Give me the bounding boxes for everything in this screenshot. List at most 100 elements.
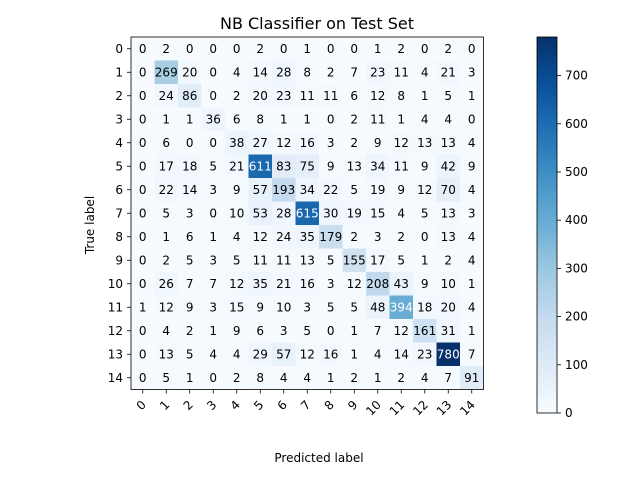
heatmap-cell xyxy=(342,342,367,367)
cell-value-label: 13 xyxy=(300,253,315,267)
heatmap-cell xyxy=(272,295,296,320)
cell-value-label: 12 xyxy=(229,277,244,291)
heatmap-cell xyxy=(436,342,461,367)
cell-value-label: 23 xyxy=(370,65,385,79)
heatmap-cell xyxy=(319,84,343,108)
heatmap-cell xyxy=(225,295,249,320)
cell-value-label: 1 xyxy=(468,89,476,103)
heatmap-cell xyxy=(295,342,320,367)
cell-value-label: 9 xyxy=(256,300,264,314)
heatmap-cell xyxy=(389,248,414,273)
cell-value-label: 10 xyxy=(276,300,291,314)
cell-value-label: 5 xyxy=(186,253,194,267)
x-tick-label: 8 xyxy=(322,398,337,413)
heatmap-cell xyxy=(366,342,390,367)
cell-value-label: 3 xyxy=(468,206,476,220)
cell-value-label: 3 xyxy=(186,206,194,220)
heatmap-cell xyxy=(460,272,484,296)
cell-value-label: 0 xyxy=(327,42,335,56)
heatmap-cell xyxy=(178,178,202,202)
heatmap-cell xyxy=(295,366,320,390)
cell-value-label: 2 xyxy=(444,253,452,267)
cell-value-label: 24 xyxy=(276,230,291,244)
heatmap-cell xyxy=(295,201,320,226)
cell-value-label: 18 xyxy=(417,300,432,314)
colorbar-ticks: 0 100 200 300 400 500 600 700 xyxy=(557,69,588,420)
x-axis-label: Predicted label xyxy=(274,451,363,465)
cell-value-label: 12 xyxy=(159,300,174,314)
cell-value-label: 4 xyxy=(444,112,452,126)
cell-value-label: 38 xyxy=(229,136,244,150)
cell-value-label: 83 xyxy=(276,159,291,173)
heatmap-cell xyxy=(413,225,437,249)
heatmap-cell xyxy=(178,366,202,390)
colorbar-gradient xyxy=(537,37,557,413)
cell-value-label: 394 xyxy=(390,300,413,314)
heatmap-cell xyxy=(436,319,461,343)
cell-value-label: 8 xyxy=(397,89,405,103)
heatmap-cell xyxy=(366,131,390,155)
cell-value-label: 35 xyxy=(253,277,268,291)
heatmap-cell xyxy=(342,225,367,249)
heatmap-cell xyxy=(201,342,226,367)
cell-value-label: 0 xyxy=(350,42,358,56)
cell-value-label: 161 xyxy=(413,324,436,338)
heatmap-cell xyxy=(272,201,296,226)
heatmap-cell xyxy=(460,319,484,343)
cell-value-label: 91 xyxy=(464,371,479,385)
heatmap-cell xyxy=(342,366,367,390)
colorbar-tick-label: 500 xyxy=(565,165,588,179)
cell-value-label: 2 xyxy=(186,324,194,338)
heatmap-cell xyxy=(413,272,437,296)
cell-value-label: 6 xyxy=(162,136,170,150)
heatmap-cell xyxy=(295,225,320,249)
heatmap-cell xyxy=(460,225,484,249)
cell-value-label: 4 xyxy=(233,65,241,79)
heatmap-cell xyxy=(319,225,343,249)
heatmap-cell xyxy=(154,131,179,155)
cell-value-label: 17 xyxy=(159,159,174,173)
heatmap-cell xyxy=(460,201,484,226)
heatmap-cell xyxy=(248,60,273,85)
heatmap-cell xyxy=(154,84,179,108)
heatmap-cell xyxy=(225,60,249,85)
cell-value-label: 1 xyxy=(303,42,311,56)
cell-value-label: 5 xyxy=(303,324,311,338)
cell-value-label: 7 xyxy=(350,65,358,79)
cell-value-label: 2 xyxy=(350,371,358,385)
cell-value-label: 7 xyxy=(374,324,382,338)
cell-value-label: 0 xyxy=(209,371,217,385)
heatmap-cell xyxy=(319,248,343,273)
heatmap-cell xyxy=(178,272,202,296)
y-tick-label: 8 xyxy=(115,230,123,244)
heatmap-cell xyxy=(272,342,296,367)
cell-value-label: 1 xyxy=(162,230,170,244)
cell-value-label: 0 xyxy=(139,253,147,267)
cell-value-label: 1 xyxy=(162,112,170,126)
heatmap-cell xyxy=(248,295,273,320)
heatmap-cell xyxy=(436,178,461,202)
heatmap-cell xyxy=(131,154,155,179)
cell-value-label: 179 xyxy=(319,230,342,244)
cell-value-label: 6 xyxy=(233,112,241,126)
heatmap-cell xyxy=(366,319,390,343)
heatmap-cell xyxy=(295,107,320,132)
cell-value-label: 12 xyxy=(417,183,432,197)
heatmap-cell xyxy=(436,84,461,108)
heatmap-cells xyxy=(130,36,484,390)
cell-value-label: 0 xyxy=(280,42,288,56)
cell-value-label: 5 xyxy=(444,89,452,103)
heatmap-cell xyxy=(225,342,249,367)
heatmap-cell xyxy=(201,131,226,155)
heatmap-cell xyxy=(131,225,155,249)
cell-value-label: 2 xyxy=(162,253,170,267)
heatmap-cell xyxy=(319,131,343,155)
cell-value-label: 0 xyxy=(327,324,335,338)
heatmap-cell xyxy=(201,178,226,202)
cell-value-label: 0 xyxy=(209,136,217,150)
x-tick-label: 2 xyxy=(181,398,196,413)
heatmap-cell xyxy=(436,131,461,155)
heatmap-cell xyxy=(413,178,437,202)
heatmap-cell xyxy=(319,178,343,202)
cell-value-label: 36 xyxy=(206,112,221,126)
